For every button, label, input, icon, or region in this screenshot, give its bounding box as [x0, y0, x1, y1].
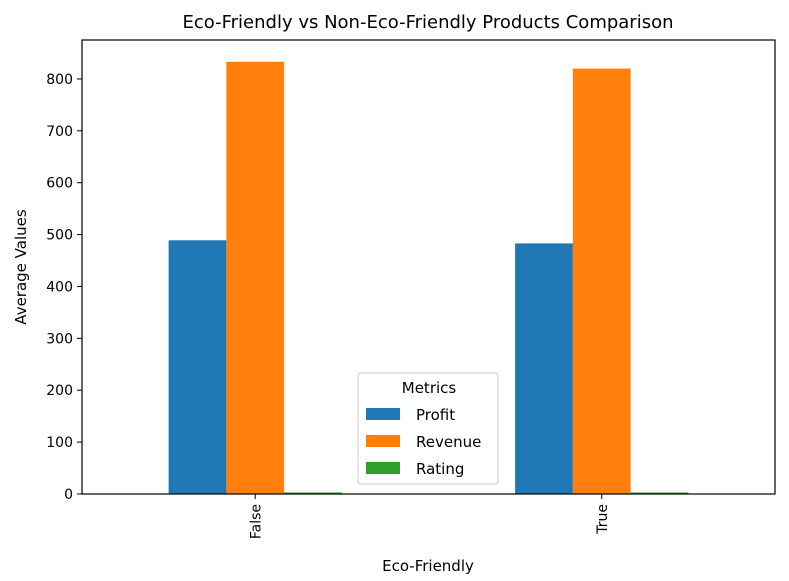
x-tick-label: False [248, 504, 264, 539]
legend-swatch-rating [366, 462, 400, 474]
legend: Metrics Profit Revenue Rating [357, 372, 499, 485]
legend-label-rating: Rating [416, 460, 464, 478]
plot-frame [81, 39, 776, 495]
bar-profit-false [168, 240, 227, 494]
y-tick-label: 700 [46, 124, 73, 140]
legend-title: Metrics [402, 379, 457, 397]
legend-label-profit: Profit [416, 406, 455, 424]
bar-revenue-false [226, 61, 285, 495]
legend-items: Profit Revenue Rating [366, 406, 481, 478]
bar-profit-true [515, 243, 573, 494]
bar-revenue-true [572, 68, 631, 494]
y-tick-label: 800 [46, 72, 73, 88]
x-axis-label: Eco-Friendly [382, 557, 474, 575]
legend-swatch-revenue [366, 435, 400, 447]
y-tick-label: 500 [46, 228, 73, 244]
y-tick-label: 400 [46, 279, 73, 295]
y-tick-label: 200 [46, 383, 73, 399]
legend-label-revenue: Revenue [416, 433, 481, 451]
legend-box [357, 372, 499, 485]
bars-group [168, 61, 689, 495]
y-axis-label: Average Values [12, 209, 30, 325]
y-axis: 0 100 200 300 400 500 600 700 800 [46, 72, 82, 503]
x-axis: False True [248, 494, 611, 539]
chart-title: Eco-Friendly vs Non-Eco-Friendly Product… [182, 12, 673, 33]
y-tick-label: 600 [46, 176, 73, 192]
y-tick-label: 100 [46, 435, 73, 451]
x-tick-label: True [595, 504, 611, 535]
legend-swatch-profit [366, 408, 400, 420]
bar-rating-false [284, 492, 342, 494]
y-tick-label: 300 [46, 331, 73, 347]
bar-rating-true [630, 492, 689, 494]
y-tick-label: 0 [64, 487, 73, 503]
